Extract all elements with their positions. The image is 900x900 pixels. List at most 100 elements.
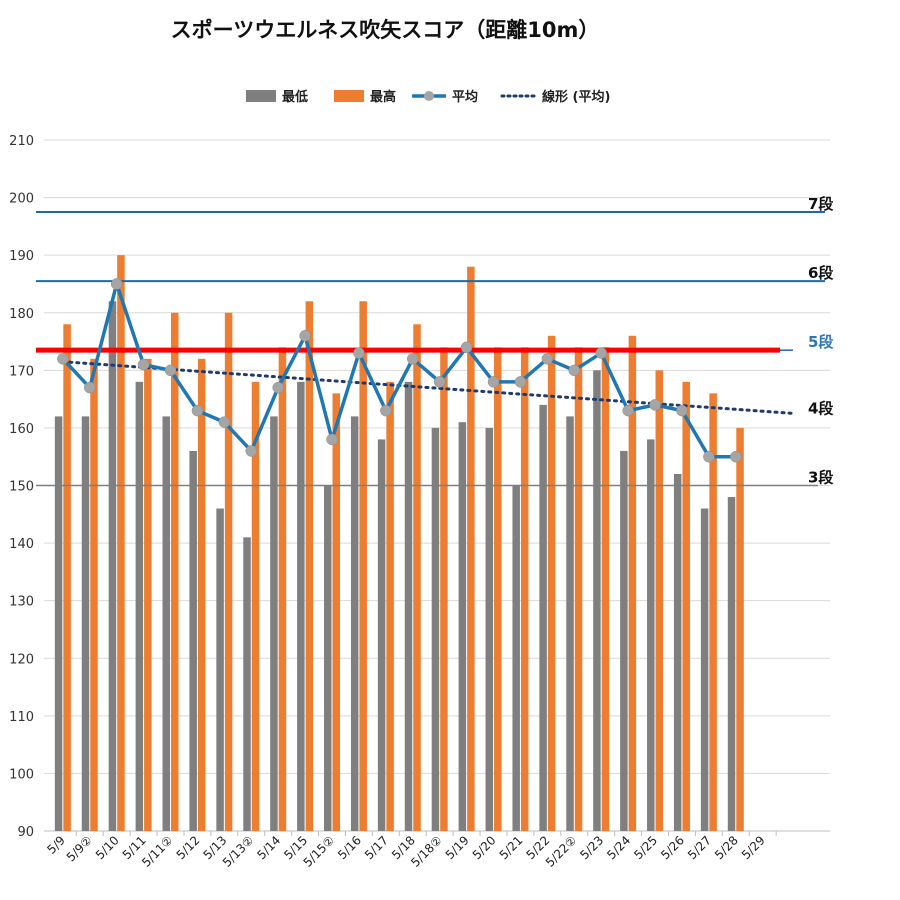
legend-label-trend: 線形 (平均) xyxy=(542,89,610,105)
bar-min xyxy=(297,381,305,831)
bar-max xyxy=(359,301,367,831)
x-tick-label: 5/25 xyxy=(631,833,660,862)
bar-min xyxy=(350,416,359,831)
bar-max xyxy=(520,347,529,831)
average-point xyxy=(568,364,581,377)
average-point xyxy=(730,450,742,463)
x-axis: 5/95/9②5/105/115/11②5/125/135/13②5/145/1… xyxy=(44,831,777,870)
bar-max xyxy=(574,347,583,831)
level-label: 7段 xyxy=(808,195,833,213)
bar-min xyxy=(593,370,601,831)
bar-max xyxy=(90,358,98,831)
x-tick-label: 5/15② xyxy=(301,833,338,870)
x-tick-label: 5/13② xyxy=(220,833,257,870)
y-axis: 90 100 110 120 130 140 150 160 170 180 190 200 210 xyxy=(9,134,830,840)
y-tick-label: 110 xyxy=(9,710,34,725)
bar-max xyxy=(494,347,502,831)
x-tick-label: 5/16 xyxy=(335,833,364,862)
bar-max xyxy=(197,358,206,831)
average-point xyxy=(245,445,258,457)
legend-swatch-min xyxy=(246,90,276,102)
x-tick-label: 5/19 xyxy=(443,833,472,862)
bar-min xyxy=(54,416,63,831)
level-label: 4段 xyxy=(808,399,833,417)
legend-label-max: 最高 xyxy=(370,89,396,105)
bar-max xyxy=(278,347,287,831)
legend-swatch-max xyxy=(334,90,364,102)
reference-lines xyxy=(36,210,825,487)
y-tick-label: 140 xyxy=(9,537,34,552)
average-point xyxy=(649,399,661,411)
bar-max xyxy=(224,312,233,831)
bar-min xyxy=(673,473,682,831)
x-tick-label: 5/24 xyxy=(604,833,633,862)
level-label: 6段 xyxy=(808,264,833,282)
x-tick-label: 5/23 xyxy=(577,833,606,862)
bar-max xyxy=(709,393,717,831)
average-point xyxy=(191,404,204,417)
average-point xyxy=(541,353,554,365)
average-series-line xyxy=(61,282,736,459)
bar-min xyxy=(404,381,413,831)
average-point xyxy=(272,381,284,394)
bar-min xyxy=(512,485,520,831)
x-tick-label: 5/14 xyxy=(254,833,283,862)
x-tick-label: 5/27 xyxy=(685,833,714,862)
average-point xyxy=(353,347,365,359)
trendline xyxy=(61,360,797,416)
chart-title: スポーツウエルネス吹矢スコア（距離10m） xyxy=(170,18,600,42)
bar-min xyxy=(566,416,574,831)
bar-min xyxy=(458,422,467,831)
bar-min xyxy=(270,416,278,831)
average-point xyxy=(110,278,123,290)
x-tick-label: 5/28 xyxy=(712,833,741,862)
x-tick-label: 5/17 xyxy=(362,833,391,862)
bar-max xyxy=(547,335,556,831)
bar-max xyxy=(628,335,637,831)
bars xyxy=(54,255,744,831)
x-tick-label: 5/12 xyxy=(174,833,203,862)
bar-min xyxy=(485,427,494,831)
average-point xyxy=(514,376,527,388)
x-tick-label: 5/9② xyxy=(64,833,95,864)
bar-min xyxy=(243,537,251,831)
legend: 最低 最高 平均 線形 (平均) xyxy=(246,89,610,105)
y-tick-label: 130 xyxy=(9,595,34,610)
x-tick-label: 5/18② xyxy=(408,833,445,870)
x-tick-label: 5/26 xyxy=(658,833,687,862)
bar-max xyxy=(601,347,610,831)
average-point xyxy=(84,381,96,394)
bar-max xyxy=(144,358,152,831)
legend-label-avg: 平均 xyxy=(452,89,478,105)
bar-max xyxy=(171,312,179,831)
bar-max xyxy=(467,266,475,831)
average-point xyxy=(487,376,500,388)
bar-max xyxy=(682,381,690,831)
bar-min xyxy=(81,416,90,831)
bar-min xyxy=(162,416,171,831)
average-point xyxy=(595,347,607,359)
bar-min xyxy=(189,450,197,831)
bar-max xyxy=(440,347,448,831)
average-point xyxy=(407,353,419,365)
average-point xyxy=(164,364,177,377)
bar-max xyxy=(63,324,71,831)
x-tick-label: 5/11② xyxy=(139,833,176,870)
y-tick-label: 150 xyxy=(9,480,34,495)
level-label: 3段 xyxy=(808,469,833,487)
legend-label-min: 最低 xyxy=(282,89,308,105)
bar-max xyxy=(386,381,394,831)
y-tick-label: 170 xyxy=(9,364,34,379)
bar-min xyxy=(431,427,440,831)
bar-min xyxy=(216,508,224,831)
x-tick-label: 5/10 xyxy=(93,833,122,862)
bar-min xyxy=(108,301,117,831)
bar-min xyxy=(377,439,386,831)
average-line xyxy=(57,278,742,463)
bar-min xyxy=(727,497,736,831)
average-point xyxy=(299,330,311,342)
bar-min xyxy=(135,381,144,831)
bar-max xyxy=(736,427,744,831)
average-point xyxy=(676,404,688,417)
bar-min xyxy=(324,485,332,831)
